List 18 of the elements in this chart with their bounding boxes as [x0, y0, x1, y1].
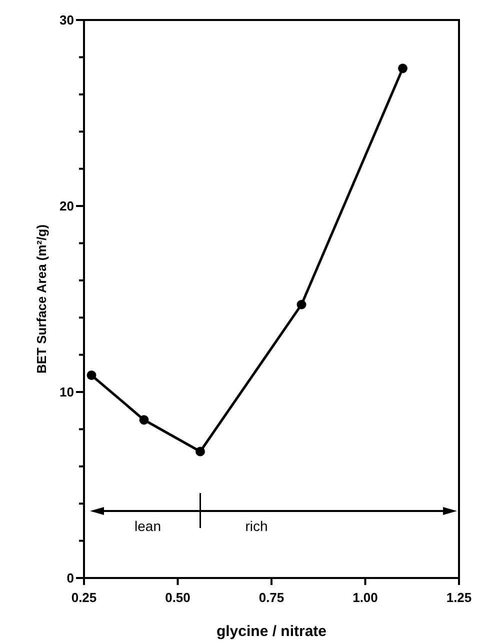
- x-tick-label: 1.00: [352, 590, 378, 605]
- x-axis-title: glycine / nitrate: [216, 623, 327, 640]
- x-tick-label: 1.25: [446, 590, 472, 605]
- point: [196, 446, 205, 456]
- point: [86, 370, 96, 380]
- annotation: rich: [245, 518, 268, 534]
- y-tick-label: 20: [60, 198, 74, 214]
- y-tick-label: 30: [60, 12, 74, 28]
- annotation: lean: [134, 518, 161, 534]
- point: [139, 415, 149, 425]
- y-axis-title: BET Surface Area (m²/g): [34, 224, 49, 374]
- point: [398, 64, 408, 74]
- y-tick-label: 0: [66, 570, 74, 586]
- point: [296, 300, 306, 310]
- y-tick-label: 10: [60, 384, 74, 400]
- x-tick-label: 0.75: [258, 590, 284, 605]
- x-tick-label: 0.25: [71, 590, 97, 605]
- x-tick-label: 0.50: [165, 590, 190, 605]
